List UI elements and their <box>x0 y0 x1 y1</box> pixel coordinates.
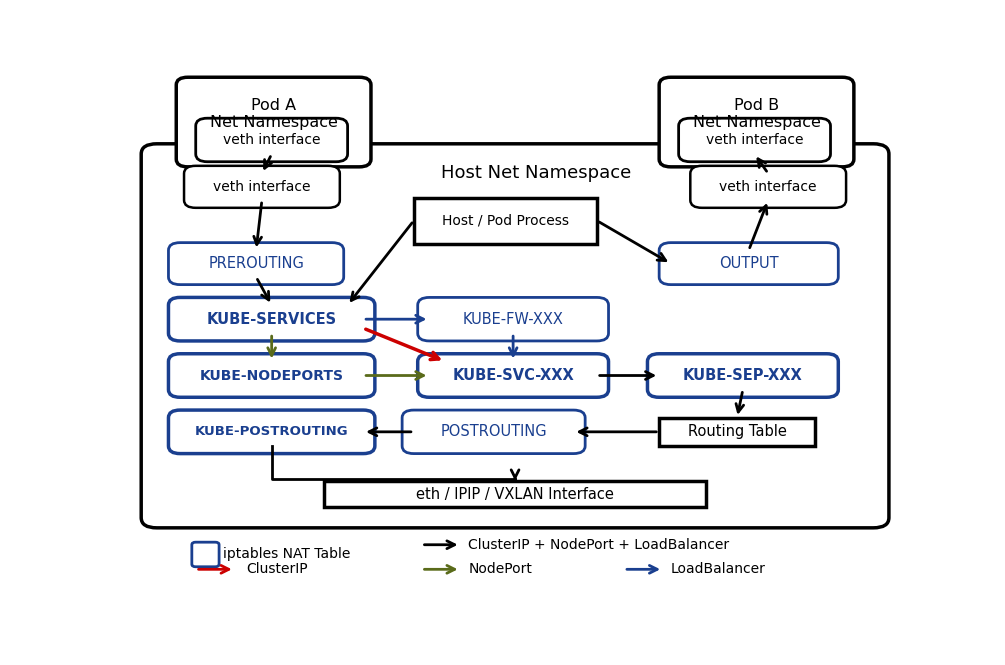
Text: OUTPUT: OUTPUT <box>719 256 779 271</box>
Text: ClusterIP: ClusterIP <box>246 563 308 577</box>
Text: eth / IPIP / VXLAN Interface: eth / IPIP / VXLAN Interface <box>416 487 614 501</box>
FancyBboxPatch shape <box>169 297 375 341</box>
FancyBboxPatch shape <box>402 410 585 454</box>
Text: LoadBalancer: LoadBalancer <box>671 563 766 577</box>
Text: KUBE-SVC-XXX: KUBE-SVC-XXX <box>452 368 574 383</box>
FancyBboxPatch shape <box>690 166 846 207</box>
Text: Host / Pod Process: Host / Pod Process <box>442 213 569 227</box>
FancyBboxPatch shape <box>192 542 219 567</box>
FancyBboxPatch shape <box>184 166 340 207</box>
FancyBboxPatch shape <box>176 77 371 167</box>
Text: iptables NAT Table: iptables NAT Table <box>223 547 351 561</box>
FancyBboxPatch shape <box>659 418 815 446</box>
Text: Pod A
Net Namespace: Pod A Net Namespace <box>210 98 338 130</box>
Text: KUBE-NODEPORTS: KUBE-NODEPORTS <box>200 368 344 382</box>
Text: KUBE-POSTROUTING: KUBE-POSTROUTING <box>195 426 349 438</box>
FancyBboxPatch shape <box>659 77 854 167</box>
FancyBboxPatch shape <box>196 118 348 162</box>
Text: Pod B
Net Namespace: Pod B Net Namespace <box>692 98 820 130</box>
FancyBboxPatch shape <box>169 410 375 454</box>
FancyBboxPatch shape <box>418 354 609 397</box>
Text: ClusterIP + NodePort + LoadBalancer: ClusterIP + NodePort + LoadBalancer <box>468 538 730 552</box>
Text: KUBE-FW-XXX: KUBE-FW-XXX <box>462 312 564 327</box>
Text: veth interface: veth interface <box>213 180 311 194</box>
FancyBboxPatch shape <box>678 118 830 162</box>
FancyBboxPatch shape <box>325 481 706 507</box>
Text: PREROUTING: PREROUTING <box>208 256 305 271</box>
FancyBboxPatch shape <box>418 297 609 341</box>
Text: veth interface: veth interface <box>223 133 321 147</box>
FancyBboxPatch shape <box>141 144 889 528</box>
FancyBboxPatch shape <box>169 243 344 285</box>
Text: veth interface: veth interface <box>720 180 817 194</box>
FancyBboxPatch shape <box>647 354 838 397</box>
Text: NodePort: NodePort <box>468 563 533 577</box>
Text: POSTROUTING: POSTROUTING <box>440 424 547 440</box>
FancyBboxPatch shape <box>414 198 597 243</box>
Text: Host Net Namespace: Host Net Namespace <box>441 164 632 182</box>
Text: Routing Table: Routing Table <box>687 424 787 440</box>
Text: veth interface: veth interface <box>706 133 803 147</box>
FancyBboxPatch shape <box>659 243 838 285</box>
Text: KUBE-SERVICES: KUBE-SERVICES <box>207 312 337 327</box>
Text: KUBE-SEP-XXX: KUBE-SEP-XXX <box>683 368 803 383</box>
FancyBboxPatch shape <box>169 354 375 397</box>
